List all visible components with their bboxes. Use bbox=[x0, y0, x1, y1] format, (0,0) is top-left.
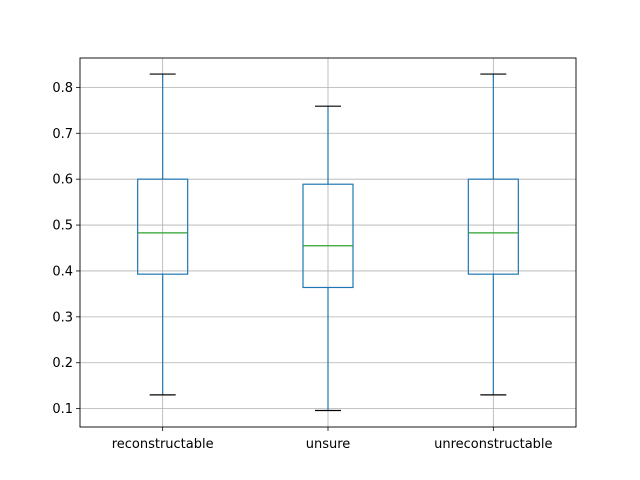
box-iqr bbox=[302, 183, 354, 289]
box-unreconstructable bbox=[467, 73, 519, 396]
box-unsure bbox=[302, 105, 354, 412]
y-tick-label: 0.6 bbox=[52, 173, 73, 188]
x-tick-label: unsure bbox=[306, 437, 351, 452]
y-tick-label: 0.7 bbox=[52, 127, 73, 142]
y-tick-label: 0.5 bbox=[52, 219, 73, 234]
box-iqr bbox=[137, 178, 189, 275]
y-tick-label: 0.8 bbox=[52, 81, 73, 96]
x-tick-label: unreconstructable bbox=[434, 437, 552, 452]
axes-frame bbox=[79, 57, 577, 428]
x-tick-label: reconstructable bbox=[112, 437, 214, 452]
box-reconstructable bbox=[137, 73, 189, 396]
box-iqr bbox=[467, 178, 519, 275]
y-tick-label: 0.3 bbox=[52, 310, 73, 325]
y-tick-label: 0.2 bbox=[52, 356, 73, 371]
y-tick-label: 0.1 bbox=[52, 402, 73, 417]
y-tick-label: 0.4 bbox=[52, 264, 73, 279]
